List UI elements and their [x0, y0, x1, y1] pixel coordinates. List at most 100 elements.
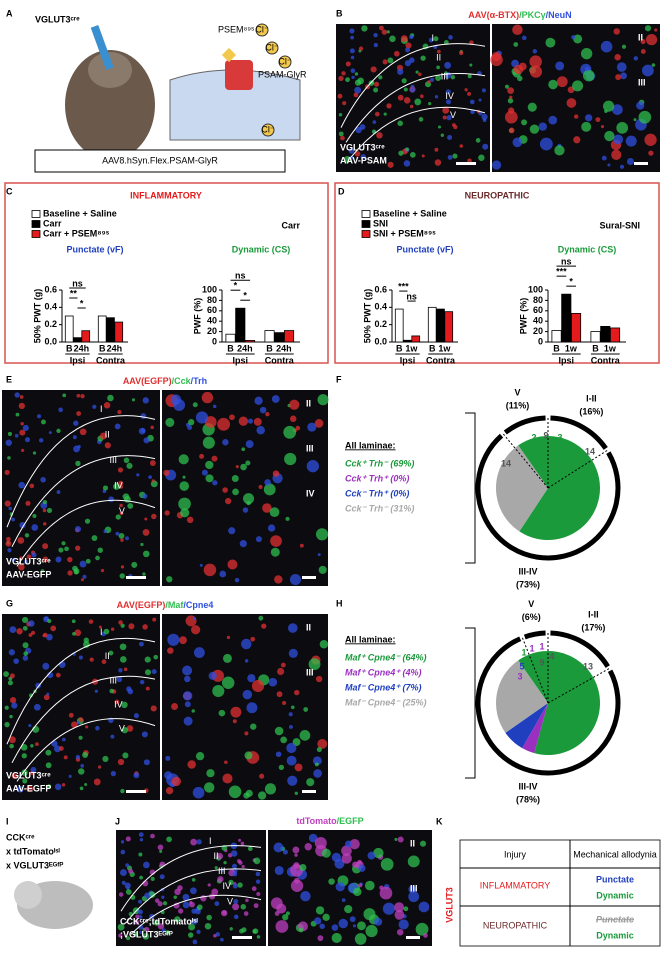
- cell: [3, 671, 9, 677]
- x-sub-label: B: [429, 343, 436, 353]
- cell: [265, 412, 270, 417]
- cell: [199, 453, 205, 459]
- cell: [192, 402, 198, 408]
- cell: [42, 556, 49, 563]
- injury-cell: INFLAMMATORY: [480, 880, 551, 890]
- cell: [442, 106, 450, 114]
- lamina-outline: [11, 675, 156, 764]
- cell: [20, 421, 24, 426]
- chart-title: Dynamic (CS): [232, 244, 291, 254]
- cell: [233, 914, 239, 920]
- cell: [254, 396, 263, 405]
- pie-slice: [496, 660, 548, 733]
- cell: [22, 424, 29, 432]
- cell: [255, 536, 262, 543]
- count-label: 1: [539, 641, 544, 651]
- cell: [255, 871, 261, 877]
- cell: [354, 933, 367, 945]
- cell: [77, 444, 81, 449]
- y-axis-label: PWF (%): [518, 298, 528, 335]
- x-sub-label: B: [66, 343, 73, 353]
- cell: [11, 773, 18, 779]
- cell: [444, 61, 452, 69]
- cell: [95, 555, 100, 561]
- cell: [119, 511, 124, 516]
- cell: [192, 939, 198, 945]
- cell: [9, 697, 17, 704]
- cell: [504, 84, 510, 89]
- cell: [103, 401, 111, 409]
- cell: [276, 691, 283, 698]
- cell: [382, 59, 388, 65]
- cell: [374, 111, 380, 117]
- cell: [241, 447, 246, 452]
- image-caption: VGLUT3ᶜʳᵉ: [340, 142, 385, 152]
- cell: [440, 133, 444, 137]
- cell: [242, 493, 255, 505]
- cell: [128, 623, 135, 630]
- cell: [63, 755, 68, 760]
- cell: [188, 419, 195, 426]
- cell: [120, 849, 126, 855]
- cell: [373, 847, 384, 859]
- cell: [246, 702, 258, 714]
- cell: [478, 98, 482, 102]
- lamina-label: III: [306, 443, 314, 453]
- cell: [144, 892, 151, 899]
- cell: [244, 751, 253, 760]
- cell: [125, 863, 130, 868]
- cell: [285, 911, 290, 916]
- cell: [349, 155, 354, 160]
- cell: [159, 874, 165, 880]
- cell: [436, 49, 441, 54]
- cell: [19, 429, 26, 436]
- cell: [467, 158, 472, 163]
- cell: [251, 886, 257, 892]
- cell: [191, 625, 201, 635]
- model: Sural-SNI: [599, 220, 640, 230]
- cell: [28, 633, 33, 637]
- cell: [286, 755, 297, 766]
- cell: [182, 475, 186, 479]
- cell: [318, 565, 327, 574]
- cell: [120, 623, 125, 628]
- cell: [372, 120, 377, 124]
- cell: [232, 871, 238, 877]
- cell: [539, 137, 553, 151]
- cell: [22, 655, 29, 661]
- cell: [407, 855, 420, 868]
- lamina-outline: [6, 415, 156, 528]
- cell: [445, 89, 451, 95]
- legend-swatch: [31, 210, 41, 218]
- cell: [397, 836, 404, 843]
- bar: [436, 308, 445, 343]
- lamina-label: V: [119, 724, 125, 734]
- cell: [603, 100, 615, 112]
- significance-label: ns: [72, 278, 83, 288]
- cell: [165, 755, 171, 761]
- cell: [118, 668, 123, 673]
- significance-label: *: [80, 298, 84, 308]
- image-caption: AAV-EGFP: [6, 569, 51, 579]
- lamina-outline: [130, 894, 262, 935]
- cell: [50, 625, 57, 632]
- cell: [30, 766, 37, 773]
- cell: [157, 923, 165, 930]
- cell: [317, 553, 321, 557]
- cell: [119, 484, 124, 489]
- cell: [21, 769, 28, 776]
- bar: [283, 330, 295, 343]
- cell: [56, 490, 61, 494]
- legend-label: Cck⁺ Trh⁻ (69%): [345, 458, 414, 468]
- cell: [231, 475, 239, 482]
- cell: [349, 28, 355, 34]
- cell: [621, 44, 627, 49]
- lamina-percent: (17%): [581, 623, 605, 633]
- cell: [469, 99, 475, 105]
- cell: [107, 394, 114, 402]
- bar: [600, 325, 611, 343]
- cell: [214, 901, 220, 907]
- cell: [290, 705, 295, 710]
- panel-letter: B: [336, 8, 343, 18]
- cell: [141, 731, 148, 738]
